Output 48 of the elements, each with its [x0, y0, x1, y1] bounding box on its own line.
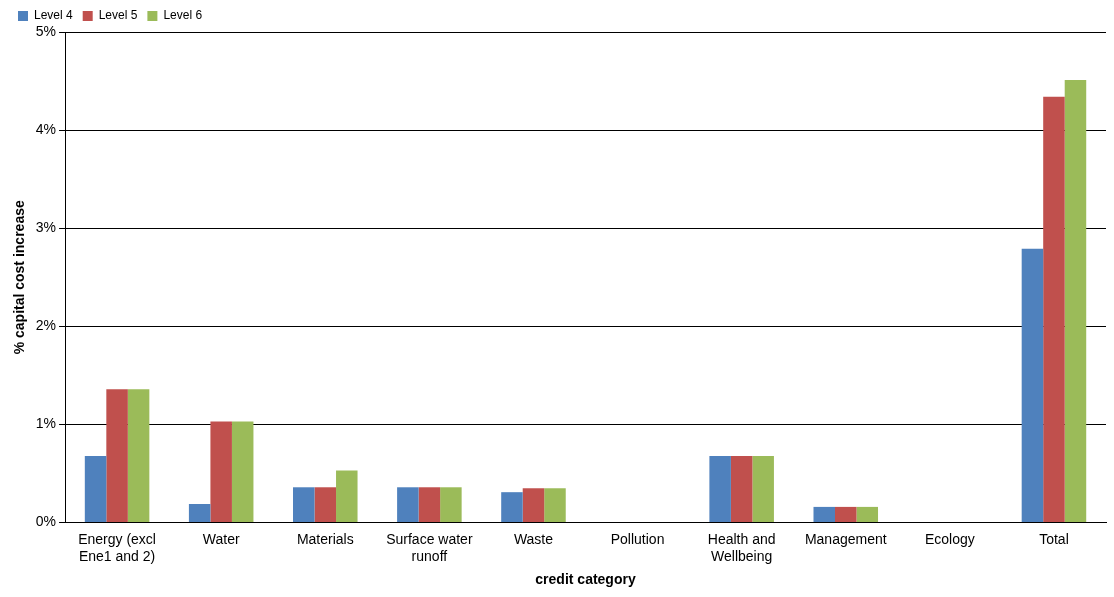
x-axis-title: credit category — [535, 571, 636, 588]
bar — [440, 487, 462, 523]
x-tick-label: Ecology — [924, 530, 975, 547]
legend-label: Level 4 — [34, 8, 74, 23]
legend-label: Level 6 — [163, 8, 203, 23]
y-tick-label: 2% — [35, 317, 57, 334]
x-tick-label: Materials — [296, 530, 354, 547]
category-label: Energy (excl — [78, 530, 156, 547]
category-label: Health and — [707, 530, 776, 547]
y-tick-label: 4% — [35, 120, 57, 137]
x-tick-label: Total — [1039, 530, 1069, 547]
bar — [231, 421, 254, 523]
category-label: Wellbeing — [711, 547, 773, 564]
bar — [210, 421, 232, 523]
bar — [1043, 96, 1065, 523]
y-tick-label: 0% — [35, 513, 57, 530]
bar — [522, 488, 545, 523]
bar — [188, 503, 211, 523]
bar — [1021, 248, 1044, 523]
x-tick-label: Pollution — [610, 530, 665, 547]
x-tick-label: Water — [202, 530, 240, 547]
category-label: Surface water — [386, 530, 473, 547]
bar — [418, 487, 441, 523]
category-label: Ene1 and 2) — [78, 547, 156, 564]
y-tick-label: 5% — [35, 22, 57, 39]
category-label: runoff — [411, 547, 448, 564]
bar — [106, 389, 128, 523]
x-tick-label: Waste — [513, 530, 554, 547]
bar — [544, 488, 566, 523]
bar — [1064, 80, 1087, 523]
bar — [336, 470, 358, 523]
legend-label: Level 5 — [98, 8, 138, 23]
y-tick-label: 3% — [35, 219, 57, 236]
bar — [84, 455, 107, 523]
y-tick-label: 1% — [35, 415, 57, 432]
y-axis-title: % capital cost increase — [11, 200, 28, 355]
x-tick-label: Management — [804, 530, 887, 547]
bar — [730, 455, 753, 523]
bar — [314, 487, 337, 523]
bar — [501, 492, 523, 523]
bar — [397, 487, 419, 523]
bar — [856, 506, 879, 523]
bar — [709, 455, 731, 523]
bar — [293, 487, 315, 523]
bar — [813, 506, 835, 523]
bar — [127, 389, 150, 523]
bar — [752, 455, 774, 523]
bar — [835, 506, 857, 523]
